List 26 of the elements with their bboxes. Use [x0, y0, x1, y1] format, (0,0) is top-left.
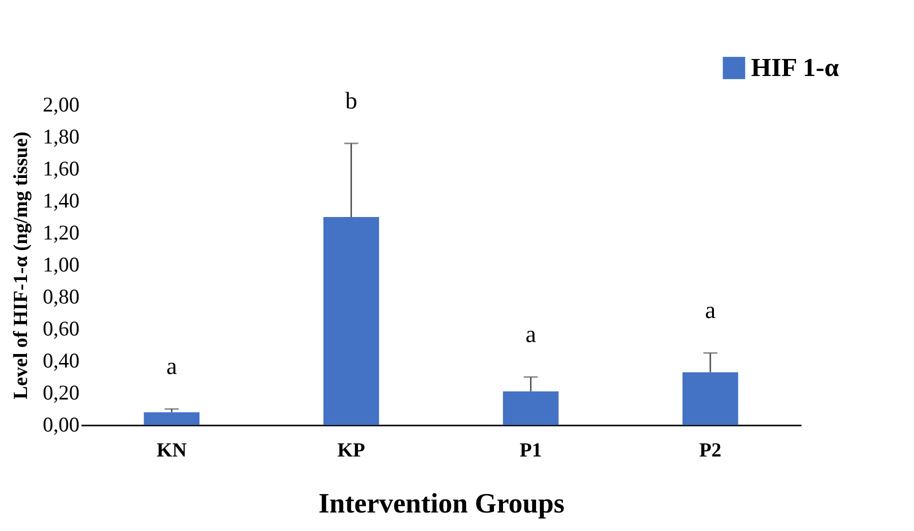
y-tick-label: 2,00	[42, 92, 80, 116]
annotation: a	[166, 354, 178, 380]
y-tick-label: 1,80	[42, 124, 80, 148]
y-tick-label: 0,20	[42, 380, 80, 404]
y-axis-title: Level of HIF-1-α (ng/mg tissue)	[10, 132, 32, 400]
y-tick-label: 1,40	[42, 188, 80, 212]
annotation: a	[525, 322, 536, 348]
y-tick-label: 0,60	[42, 316, 80, 340]
x-tick-label: P2	[699, 440, 722, 462]
annotation: a	[705, 298, 716, 324]
y-tick-label: 1,20	[42, 220, 80, 244]
bar	[144, 412, 200, 425]
y-tick-label: 0,00	[42, 412, 80, 436]
annotation: b	[345, 88, 358, 114]
legend-label: HIF 1-α	[751, 53, 840, 82]
y-tick-label: 0,80	[42, 284, 80, 308]
y-tick-label: 1,60	[42, 156, 80, 180]
x-tick-label: P1	[520, 440, 542, 462]
y-tick-label: 0,40	[42, 348, 80, 372]
bar	[682, 372, 738, 425]
bar	[323, 217, 380, 425]
x-axis-title: Intervention Groups	[318, 488, 565, 520]
y-tick-label: 1,00	[42, 252, 80, 276]
bar	[502, 391, 559, 425]
x-tick-label: KP	[337, 440, 366, 462]
x-tick-label: KN	[156, 440, 188, 462]
